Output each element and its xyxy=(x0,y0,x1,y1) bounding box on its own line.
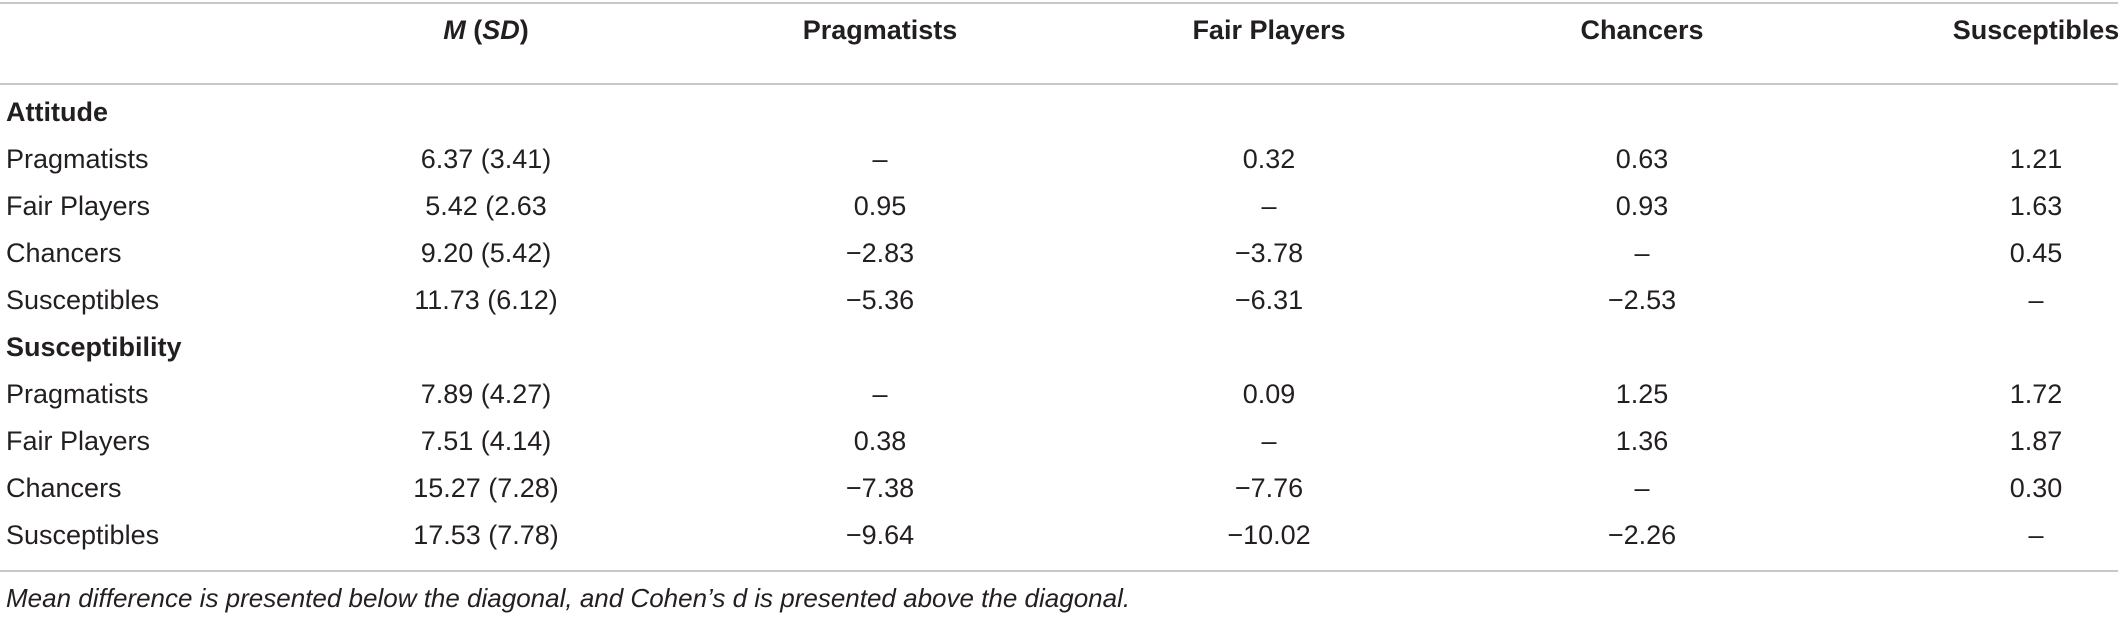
cell-mean-sd: 17.53 (7.78) xyxy=(413,520,559,550)
cell-susceptibles: – xyxy=(2028,520,2044,550)
cell-chancers: 0.93 xyxy=(1615,191,1669,221)
cell-chancers: −2.26 xyxy=(1607,520,1677,550)
cell-chancers: – xyxy=(1634,238,1650,268)
header-susceptibles: Susceptibles xyxy=(1952,15,2118,45)
cell-pragmatists: – xyxy=(872,144,888,174)
cell-pragmatists: −2.83 xyxy=(845,238,915,268)
cell-pragmatists: 0.95 xyxy=(853,191,907,221)
table-header-row: M (SD) Pragmatists Fair Players Chancers… xyxy=(0,7,2118,54)
table-row: Chancers 15.27 (7.28) −7.38 −7.76 – 0.30 xyxy=(0,465,2118,512)
table-row: Fair Players 5.42 (2.63 0.95 – 0.93 1.63 xyxy=(0,183,2118,230)
section-header-attitude: Attitude xyxy=(0,89,2118,136)
cell-fair-players: −10.02 xyxy=(1227,520,1311,550)
row-label: Susceptibles xyxy=(6,520,160,550)
row-label: Pragmatists xyxy=(6,144,149,174)
cell-fair-players: −6.31 xyxy=(1234,285,1304,315)
cell-chancers: 1.36 xyxy=(1615,426,1669,456)
cell-fair-players: – xyxy=(1261,191,1277,221)
cell-mean-sd: 9.20 (5.42) xyxy=(420,238,552,268)
table-row: Pragmatists 7.89 (4.27) – 0.09 1.25 1.72 xyxy=(0,371,2118,418)
header-open-paren: ( xyxy=(465,15,483,45)
row-label: Susceptibles xyxy=(6,285,160,315)
cell-susceptibles: 1.87 xyxy=(2009,426,2063,456)
cell-chancers: 0.63 xyxy=(1615,144,1669,174)
table-bottom-rule xyxy=(0,570,2118,572)
header-pragmatists: Pragmatists xyxy=(802,15,958,45)
cell-susceptibles: 1.72 xyxy=(2009,379,2063,409)
section-title: Susceptibility xyxy=(6,332,182,362)
cell-pragmatists: 0.38 xyxy=(853,426,907,456)
cell-fair-players: −7.76 xyxy=(1234,473,1304,503)
cell-pragmatists: – xyxy=(872,379,888,409)
header-mean-sd: M (SD) xyxy=(334,7,638,54)
cell-susceptibles: – xyxy=(2028,285,2044,315)
cell-susceptibles: 0.30 xyxy=(2009,473,2063,503)
table-row: Susceptibles 17.53 (7.78) −9.64 −10.02 −… xyxy=(0,512,2118,559)
header-mean-symbol: M xyxy=(443,15,466,45)
cell-susceptibles: 1.21 xyxy=(2009,144,2063,174)
row-label: Fair Players xyxy=(6,426,151,456)
row-label: Pragmatists xyxy=(6,379,149,409)
cell-mean-sd: 7.89 (4.27) xyxy=(420,379,552,409)
cell-mean-sd: 11.73 (6.12) xyxy=(414,285,558,315)
table-row: Chancers 9.20 (5.42) −2.83 −3.78 – 0.45 xyxy=(0,230,2118,277)
table-header-rule xyxy=(0,83,2118,85)
header-close-paren: ) xyxy=(519,15,529,45)
row-label: Chancers xyxy=(6,238,122,268)
row-label: Fair Players xyxy=(6,191,151,221)
header-chancers: Chancers xyxy=(1580,15,1704,45)
header-fair-players: Fair Players xyxy=(1192,15,1346,45)
table-row: Susceptibles 11.73 (6.12) −5.36 −6.31 −2… xyxy=(0,277,2118,324)
cell-chancers: −2.53 xyxy=(1607,285,1677,315)
cell-susceptibles: 0.45 xyxy=(2009,238,2063,268)
cell-mean-sd: 7.51 (4.14) xyxy=(420,426,552,456)
header-sd-symbol: SD xyxy=(482,15,520,45)
table-footnote: Mean difference is presented below the d… xyxy=(6,583,1131,613)
row-label: Chancers xyxy=(6,473,122,503)
cell-chancers: 1.25 xyxy=(1615,379,1669,409)
table-row: Fair Players 7.51 (4.14) 0.38 – 1.36 1.8… xyxy=(0,418,2118,465)
cell-pragmatists: −5.36 xyxy=(845,285,915,315)
cell-pragmatists: −9.64 xyxy=(845,520,915,550)
cell-mean-sd: 5.42 (2.63 xyxy=(425,191,547,221)
cell-fair-players: −3.78 xyxy=(1234,238,1304,268)
cell-fair-players: 0.09 xyxy=(1242,379,1296,409)
cell-mean-sd: 15.27 (7.28) xyxy=(413,473,559,503)
cell-mean-sd: 6.37 (3.41) xyxy=(420,144,552,174)
cell-fair-players: – xyxy=(1261,426,1277,456)
cell-susceptibles: 1.63 xyxy=(2009,191,2063,221)
cell-fair-players: 0.32 xyxy=(1242,144,1296,174)
cell-pragmatists: −7.38 xyxy=(845,473,915,503)
cell-chancers: – xyxy=(1634,473,1650,503)
table-top-rule xyxy=(0,2,2118,4)
section-header-susceptibility: Susceptibility xyxy=(0,324,2118,371)
section-title: Attitude xyxy=(6,97,108,127)
table-row: Pragmatists 6.37 (3.41) – 0.32 0.63 1.21 xyxy=(0,136,2118,183)
